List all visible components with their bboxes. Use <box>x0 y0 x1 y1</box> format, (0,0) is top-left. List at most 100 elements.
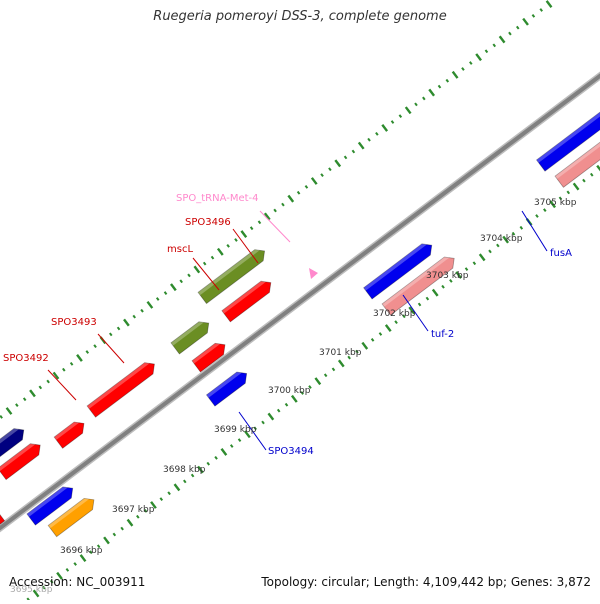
map-title: Ruegeria pomeroyi DSS-3, complete genome <box>153 9 447 24</box>
outer-tick <box>375 131 379 136</box>
outer-tick <box>22 397 27 402</box>
inner-tick <box>519 225 524 230</box>
gene-arrow <box>86 362 155 418</box>
kbp-tick-label: 3700 kbp <box>268 386 311 396</box>
kbp-tick-label: 3699 kbp <box>214 425 257 435</box>
outer-tick <box>498 35 506 44</box>
outer-tick <box>15 403 19 408</box>
outer-tick <box>428 88 436 97</box>
outer-tick <box>187 273 191 278</box>
outer-tick <box>210 255 215 260</box>
inner-tick <box>49 579 54 584</box>
gene-arrow <box>205 371 248 407</box>
inner-tick <box>190 473 195 478</box>
outer-tick <box>69 361 74 366</box>
inner-tick <box>464 267 469 271</box>
gene-label: mscL <box>167 244 193 255</box>
outer-tick <box>475 53 482 62</box>
outer-tick <box>381 124 389 132</box>
inner-tick <box>290 394 298 403</box>
inner-tick <box>572 182 580 191</box>
outer-tick <box>437 84 442 89</box>
inner-tick <box>402 314 406 319</box>
outer-tick <box>179 279 183 284</box>
inner-tick <box>229 444 234 448</box>
inner-tick <box>300 391 304 395</box>
gene-label: SPO3492 <box>3 353 49 364</box>
outer-tick <box>0 415 3 419</box>
inner-tick <box>308 385 312 389</box>
inner-tick <box>103 536 110 545</box>
inner-tick <box>331 367 336 372</box>
outer-tick <box>508 31 512 36</box>
outer-tick <box>343 155 348 160</box>
gene-label: tuf-2 <box>431 329 454 340</box>
outer-tick <box>140 308 144 313</box>
inner-tick <box>276 408 281 413</box>
gene-label: SPO3493 <box>51 317 97 328</box>
inner-tick <box>425 296 430 301</box>
inner-tick <box>589 172 594 177</box>
kbp-tick-label: 3695 kbp <box>10 585 53 595</box>
outer-tick <box>76 354 83 362</box>
outer-tick <box>522 17 529 26</box>
leader-line <box>402 294 429 332</box>
inner-tick <box>502 235 510 244</box>
trna-marker <box>309 268 318 279</box>
inner-tick <box>56 571 63 580</box>
outer-tick <box>287 194 295 203</box>
outer-tick <box>5 407 13 415</box>
inner-tick <box>455 271 463 279</box>
outer-tick <box>296 190 301 195</box>
outer-tick <box>328 167 332 172</box>
inner-tick <box>543 208 547 213</box>
outer-tick <box>539 8 543 12</box>
outer-tick <box>492 43 497 48</box>
gene-arrow <box>536 73 600 172</box>
inner-tick <box>237 438 242 443</box>
outer-tick <box>85 350 90 354</box>
inner-tick <box>549 200 556 209</box>
outer-tick <box>469 61 473 65</box>
gene-arrow <box>363 243 433 300</box>
inner-tick <box>384 324 392 332</box>
outer-tick <box>46 379 50 384</box>
outer-tick <box>357 141 365 150</box>
outer-tick <box>281 202 285 207</box>
outer-tick <box>367 137 371 142</box>
outer-tick <box>334 159 342 168</box>
outer-tick <box>451 70 459 79</box>
gene-arrow <box>47 497 95 538</box>
outer-tick <box>29 389 36 398</box>
inner-tick <box>159 497 164 501</box>
gene-arrow <box>170 321 210 355</box>
outer-tick <box>216 247 224 256</box>
inner-tick <box>566 190 571 195</box>
gene-arrow <box>554 86 600 188</box>
inner-tick <box>370 337 375 342</box>
outer-tick <box>257 220 262 225</box>
inner-tick <box>126 518 134 527</box>
outer-tick <box>108 332 113 337</box>
gene-features <box>0 73 600 538</box>
outer-tick <box>146 300 154 309</box>
inner-tick <box>89 550 93 555</box>
inner-tick <box>32 589 40 598</box>
outer-tick <box>93 344 97 349</box>
leader-line <box>521 210 548 252</box>
inner-tick <box>197 465 204 474</box>
inner-tick <box>441 284 445 289</box>
inner-tick <box>183 479 187 484</box>
outer-tick <box>52 371 60 380</box>
inner-tick <box>535 214 539 218</box>
inner-tick <box>120 526 124 531</box>
inner-tick <box>261 420 265 425</box>
genome-backbone <box>0 71 600 533</box>
inner-tick <box>206 461 211 466</box>
gene-labels: SPO3492 SPO3493 mscL SPO3496 SPO_tRNA-Met-4 S… <box>3 193 572 457</box>
backbone-line <box>0 73 600 531</box>
gene-arrow <box>0 428 25 463</box>
inner-tick <box>214 455 218 460</box>
inner-tick <box>496 243 500 248</box>
outer-tick <box>234 238 238 242</box>
